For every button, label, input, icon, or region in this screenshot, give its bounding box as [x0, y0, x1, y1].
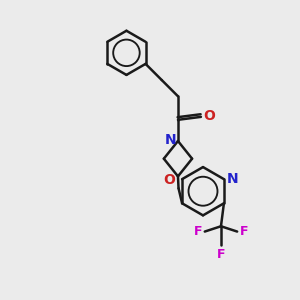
Text: F: F [239, 225, 248, 238]
Text: O: O [203, 109, 215, 123]
Text: N: N [227, 172, 239, 186]
Text: O: O [163, 172, 175, 187]
Text: F: F [194, 225, 203, 238]
Text: F: F [217, 248, 225, 261]
Text: N: N [165, 134, 177, 147]
